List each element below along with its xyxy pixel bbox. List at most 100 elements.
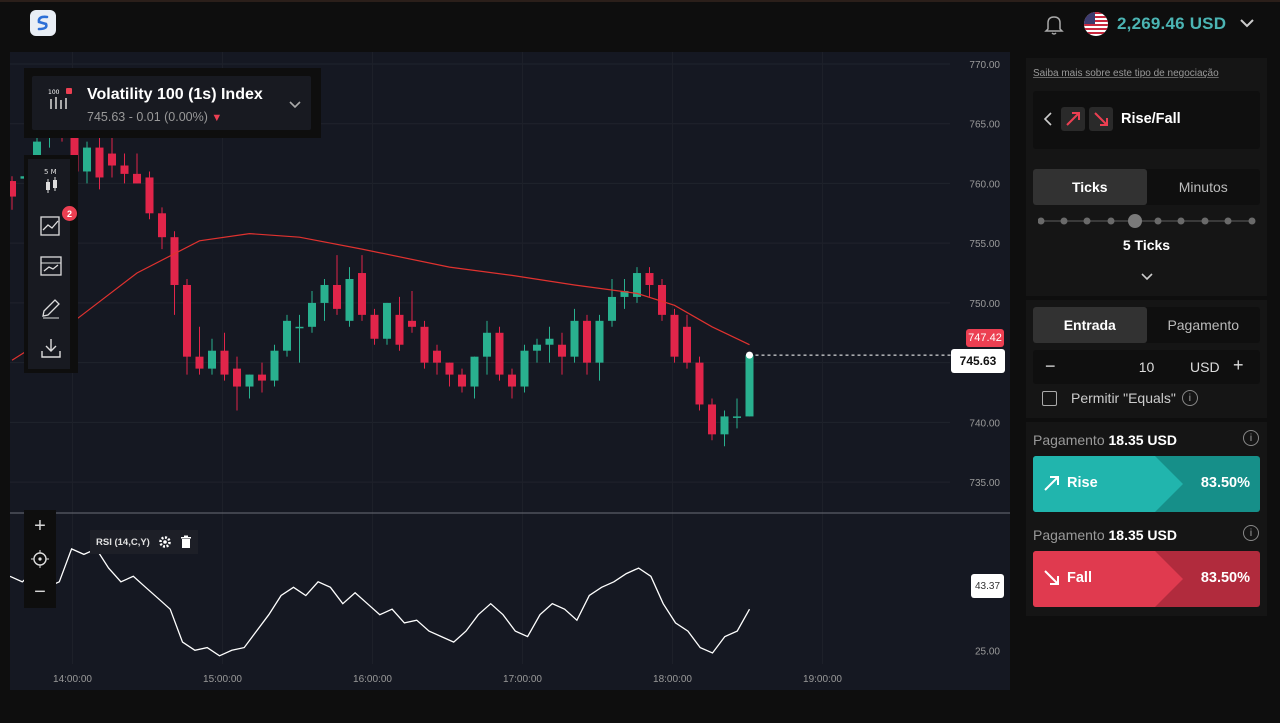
chart-templates-icon (40, 256, 62, 276)
candle (195, 356, 204, 369)
candle (170, 237, 179, 285)
x-axis-label: 19:00:00 (803, 674, 842, 685)
candle (108, 153, 116, 166)
candle (470, 356, 479, 387)
indicators-icon (40, 216, 60, 236)
symbol-price-change: 745.63 - 0.01 (0.00%) ▼ (87, 110, 223, 124)
chart-area[interactable]: 770.00765.00760.00755.00750.00745.00740.… (10, 52, 1010, 690)
rise-percent: 83.50% (1200, 475, 1250, 491)
stake-currency: USD (1190, 359, 1220, 375)
tab-ticks[interactable]: Ticks (1033, 169, 1147, 205)
x-axis-label: 16:00:00 (353, 674, 392, 685)
symbol-dropdown-chevron-icon[interactable] (288, 100, 302, 110)
fall-arrow-icon (1089, 107, 1113, 131)
interval-button[interactable]: 5 M (36, 165, 66, 195)
y-axis-label: 765.00 (969, 120, 1000, 131)
fall-payout-info-icon[interactable]: i (1243, 525, 1259, 541)
learn-more-link[interactable]: Saiba mais sobre este tipo de negociação (1033, 68, 1219, 79)
indicators-button[interactable]: 2 (36, 206, 77, 241)
decrease-stake-button[interactable]: − (1045, 356, 1056, 376)
symbol-selector[interactable]: 100 Volatility 100 (1s) Index 745.63 - 0… (24, 68, 321, 138)
ticks-slider[interactable] (1038, 213, 1256, 229)
chevron-down-icon[interactable] (1140, 272, 1154, 282)
candle (83, 147, 91, 172)
chart-toolbar: 5 M 2 (24, 155, 78, 373)
candle (245, 374, 254, 387)
candle (558, 344, 566, 357)
fall-purchase-button[interactable]: Fall 83.50% (1033, 551, 1260, 607)
tab-stake[interactable]: Entrada (1033, 307, 1147, 343)
delete-trash-icon[interactable] (180, 535, 192, 549)
candle (370, 314, 379, 339)
candle (620, 290, 629, 297)
reset-view-button[interactable] (24, 543, 56, 575)
indicators-count-badge: 2 (62, 206, 77, 221)
allow-equals-checkbox[interactable] (1042, 390, 1057, 406)
app-logo[interactable] (30, 10, 56, 36)
y-axis-label: 770.00 (969, 60, 1000, 71)
drawing-tools-button[interactable] (36, 293, 66, 323)
candle (670, 314, 679, 357)
templates-button[interactable] (36, 251, 66, 281)
ma-price-tag: 747.42 (966, 329, 1004, 347)
stake-input[interactable]: − 10 USD + (1033, 350, 1260, 384)
notification-bell-icon[interactable] (1042, 12, 1066, 36)
download-button[interactable] (36, 333, 66, 363)
candle (320, 284, 329, 303)
y-axis-label: 755.00 (969, 239, 1000, 250)
x-axis-label: 15:00:00 (203, 674, 242, 685)
candle (633, 273, 641, 297)
duration-value: 5 Ticks (1122, 237, 1171, 253)
y-axis-label: 760.00 (969, 179, 1000, 190)
rsi-label-text: RSI (14,C,Y) (96, 536, 150, 548)
chevron-left-icon[interactable] (1043, 111, 1053, 127)
moving-average-line (11, 232, 750, 361)
top-bar: 2,269.46 USD (0, 0, 1280, 44)
symbol-name: Volatility 100 (1s) Index (87, 86, 263, 103)
rise-purchase-button[interactable]: Rise 83.50% (1033, 456, 1260, 512)
rsi-indicator-label: RSI (14,C,Y) (90, 530, 198, 554)
candle (433, 350, 441, 363)
candle (395, 314, 404, 345)
rsi-current-tag: 43.37 (971, 574, 1004, 598)
settings-gear-icon[interactable] (158, 535, 172, 549)
candle (495, 332, 504, 375)
candle (733, 416, 741, 418)
account-dropdown-chevron-icon[interactable] (1238, 16, 1256, 30)
account-balance[interactable]: 2,269.46 USD (1117, 14, 1227, 33)
price-chart[interactable]: 770.00765.00760.00755.00750.00745.00740.… (10, 52, 1010, 690)
candle (708, 404, 716, 435)
increase-stake-button[interactable]: + (1233, 355, 1244, 375)
stake-tabs: Entrada Pagamento (1033, 307, 1260, 343)
volatility-index-icon: 100 (48, 88, 72, 109)
candle (445, 362, 454, 375)
allow-equals-option[interactable]: Permitir "Equals" i (1042, 390, 1198, 406)
candle (483, 332, 491, 357)
info-icon[interactable]: i (1181, 390, 1198, 406)
x-axis-label: 17:00:00 (503, 674, 542, 685)
candle (220, 350, 229, 375)
candle (570, 320, 579, 357)
x-axis-label: 18:00:00 (653, 674, 692, 685)
zoom-in-button[interactable]: + (34, 514, 46, 537)
candle (233, 368, 241, 387)
candle (720, 416, 729, 435)
candle (608, 296, 616, 321)
us-flag-icon[interactable] (1084, 12, 1108, 36)
logo-icon (37, 15, 49, 31)
rise-payout-info-icon[interactable]: i (1243, 430, 1259, 446)
candle (258, 374, 266, 381)
stake-amount[interactable]: 10 (1138, 359, 1155, 375)
tab-payout[interactable]: Pagamento (1167, 317, 1240, 333)
trade-type-selector[interactable]: Rise/Fall (1033, 91, 1260, 149)
zoom-out-button[interactable]: − (34, 580, 46, 603)
candle (120, 165, 129, 174)
candle (520, 350, 529, 387)
tab-minutes[interactable]: Minutos (1178, 179, 1228, 195)
candle (408, 320, 416, 327)
candle (283, 320, 291, 351)
candle (10, 181, 16, 197)
rsi-line (10, 548, 751, 657)
candle (133, 173, 141, 184)
candle (545, 338, 554, 345)
